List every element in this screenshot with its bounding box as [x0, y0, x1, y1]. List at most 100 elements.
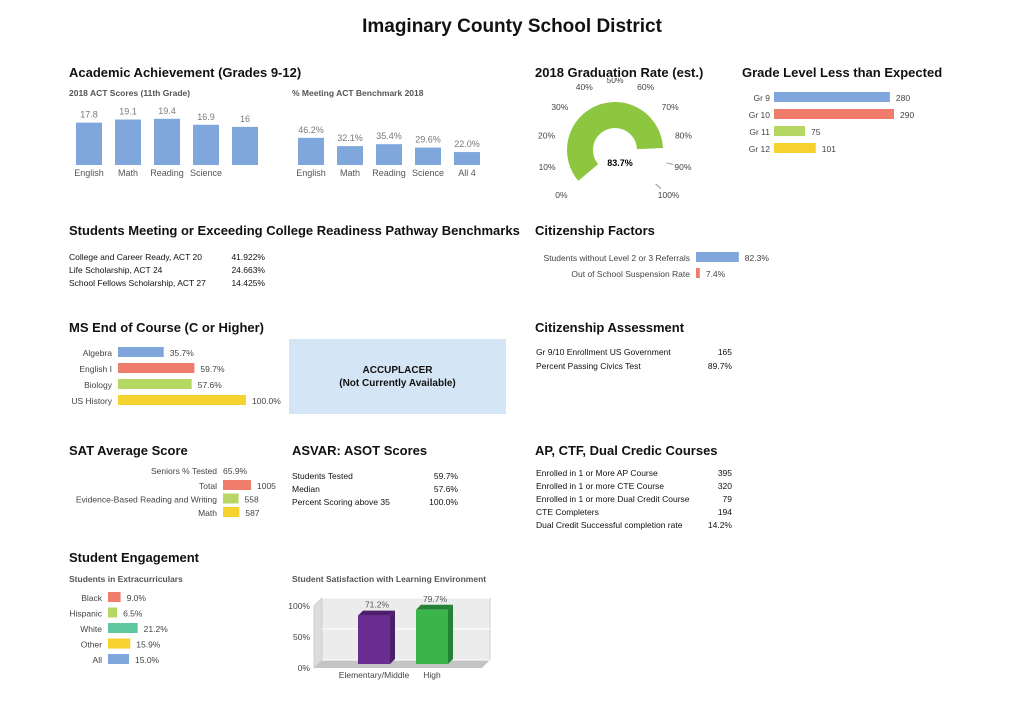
graduation-gauge: 0% 10% 20% 30% 40% 50% 60% 70% 80% 90% 100% 83.7%: [538, 78, 692, 200]
bar: [118, 347, 164, 357]
gauge-tick-label: 80%: [675, 130, 692, 140]
extracurricular-chart: Black 9.0% Hispanic 6.5% White 21.2% Other 15.9…: [69, 592, 169, 665]
citizenship-assessment-heading: Citizenship Assessment: [535, 320, 685, 335]
citizenship-assessment-table: Gr 9/10 Enrollment US Government 165 Perce…: [536, 347, 736, 379]
category-label: Algebra: [83, 348, 113, 358]
row-value: 395: [717, 468, 732, 478]
category-label: Hispanic: [69, 609, 102, 619]
category-label: English I: [79, 364, 112, 374]
category-label: High: [423, 670, 441, 680]
category-label: US History: [71, 396, 112, 406]
bar: [774, 126, 806, 136]
satisfaction-subtitle: Student Satisfaction with Learning Envir…: [292, 574, 487, 584]
row-value: 194: [717, 507, 732, 517]
data-label: 101: [822, 144, 836, 154]
grade-level-heading: Grade Level Less than Expected: [742, 65, 943, 80]
category-label: White: [80, 624, 102, 634]
row-value: 41.922%: [231, 252, 265, 262]
row-value: 57.6%: [433, 484, 458, 494]
data-label: 57.6%: [198, 380, 223, 390]
bar: [108, 592, 121, 602]
row-label: Enrolled in 1 or more Dual Credit Course: [536, 494, 690, 504]
category-label: Gr 10: [749, 110, 771, 120]
category-label: English: [74, 168, 104, 178]
bar-side: [390, 610, 395, 664]
accuplacer-title: ACCUPLACER: [362, 364, 433, 376]
data-label: 1005: [257, 481, 276, 491]
bar-side: [448, 604, 453, 664]
bar: [154, 118, 180, 165]
row-value: 24.663%: [231, 265, 265, 275]
citizenship-factors-heading: Citizenship Factors: [535, 223, 655, 238]
data-label: 587: [245, 508, 259, 518]
y-tick-label: 50%: [293, 632, 310, 642]
row-value: 320: [717, 481, 732, 491]
category-label: All 4: [458, 168, 476, 178]
data-label: 9.0%: [127, 593, 147, 603]
bar: [696, 252, 739, 262]
bar: [696, 268, 700, 278]
gauge-tick-label: 20%: [538, 130, 555, 140]
bar: [118, 395, 246, 405]
page-title: Imaginary County School District: [362, 16, 662, 37]
bar: [223, 493, 239, 504]
data-label: 35.7%: [170, 348, 195, 358]
act-benchmark-subtitle: % Meeting ACT Benchmark 2018: [292, 88, 424, 98]
engagement-heading: Student Engagement: [69, 550, 200, 565]
gauge-tick-label: 90%: [674, 162, 691, 172]
gauge-tick: [655, 183, 662, 189]
data-label: 15.0%: [135, 655, 160, 665]
row-label: Life Scholarship, ACT 24: [69, 265, 163, 275]
row-value: 100.0%: [429, 497, 458, 507]
data-label: 22.0%: [454, 139, 480, 149]
bar: [416, 609, 448, 664]
bar: [774, 92, 890, 102]
act-scores-chart: 17.8 English 19.1 Math 19.4 Reading 16.9 Scienc…: [74, 106, 258, 178]
data-label: 16: [240, 114, 250, 124]
data-label: 21.2%: [144, 624, 169, 634]
bar: [223, 507, 240, 517]
asvab-table: Students Tested 59.7% Median 57.6% Percent S…: [292, 471, 462, 513]
gauge-tick-label: 10%: [539, 162, 556, 172]
bar: [774, 109, 894, 119]
citizenship-factors-chart: Students without Level 2 or 3 Referrals 8…: [544, 252, 770, 279]
row-label: CTE Completers: [536, 507, 599, 517]
row-value: 79: [722, 494, 732, 504]
academic-heading: Academic Achievement (Grades 9-12): [69, 65, 302, 80]
tested-value: 65.9%: [223, 466, 248, 476]
row-label: Enrolled in 1 or More AP Course: [536, 468, 658, 478]
bar: [376, 144, 402, 165]
category-label: Math: [198, 508, 217, 518]
data-label: 19.4: [158, 106, 176, 116]
row-label: School Fellows Scholarship, ACT 27: [69, 278, 206, 288]
bar: [454, 152, 480, 165]
row-label: Median: [292, 484, 320, 494]
gauge-tick-label: 100%: [658, 190, 680, 200]
act-benchmark-chart: 46.2% English 32.1% Math 35.4% Reading 29.6% Sc…: [296, 125, 480, 178]
ap-heading: AP, CTF, Dual Credic Courses: [535, 443, 718, 458]
tested-label: Seniors % Tested: [151, 466, 217, 476]
bar: [415, 147, 441, 165]
row-label: Gr 9/10 Enrollment US Government: [536, 347, 671, 357]
row-label: Percent Scoring above 35: [292, 497, 390, 507]
category-label: Students without Level 2 or 3 Referrals: [544, 253, 690, 263]
graduation-heading: 2018 Graduation Rate (est.): [535, 65, 704, 80]
gauge-arc: [567, 102, 663, 181]
category-label: Science: [190, 168, 222, 178]
sat-chart: Seniors % Tested 65.9% Total 1005 Evidence-B…: [76, 466, 276, 518]
bar: [108, 654, 129, 664]
category-label: Biology: [84, 380, 113, 390]
bar: [108, 607, 118, 618]
data-label: 16.9: [197, 112, 215, 122]
college-readiness-heading: Students Meeting or Exceeding College Re…: [69, 223, 520, 238]
data-label: 71.2%: [365, 600, 390, 610]
data-label: 82.3%: [745, 253, 770, 263]
data-label: 32.1%: [337, 133, 363, 143]
gauge-tick-label: 60%: [637, 82, 654, 92]
extracurricular-subtitle: Students in Extracurriculars: [69, 574, 183, 584]
bar: [358, 615, 390, 664]
category-label: Science: [412, 168, 444, 178]
college-readiness-table: College and Career Ready, ACT 20 41.922% L…: [69, 252, 289, 292]
row-label: Enrolled in 1 or more CTE Course: [536, 481, 665, 491]
bar: [108, 623, 138, 633]
